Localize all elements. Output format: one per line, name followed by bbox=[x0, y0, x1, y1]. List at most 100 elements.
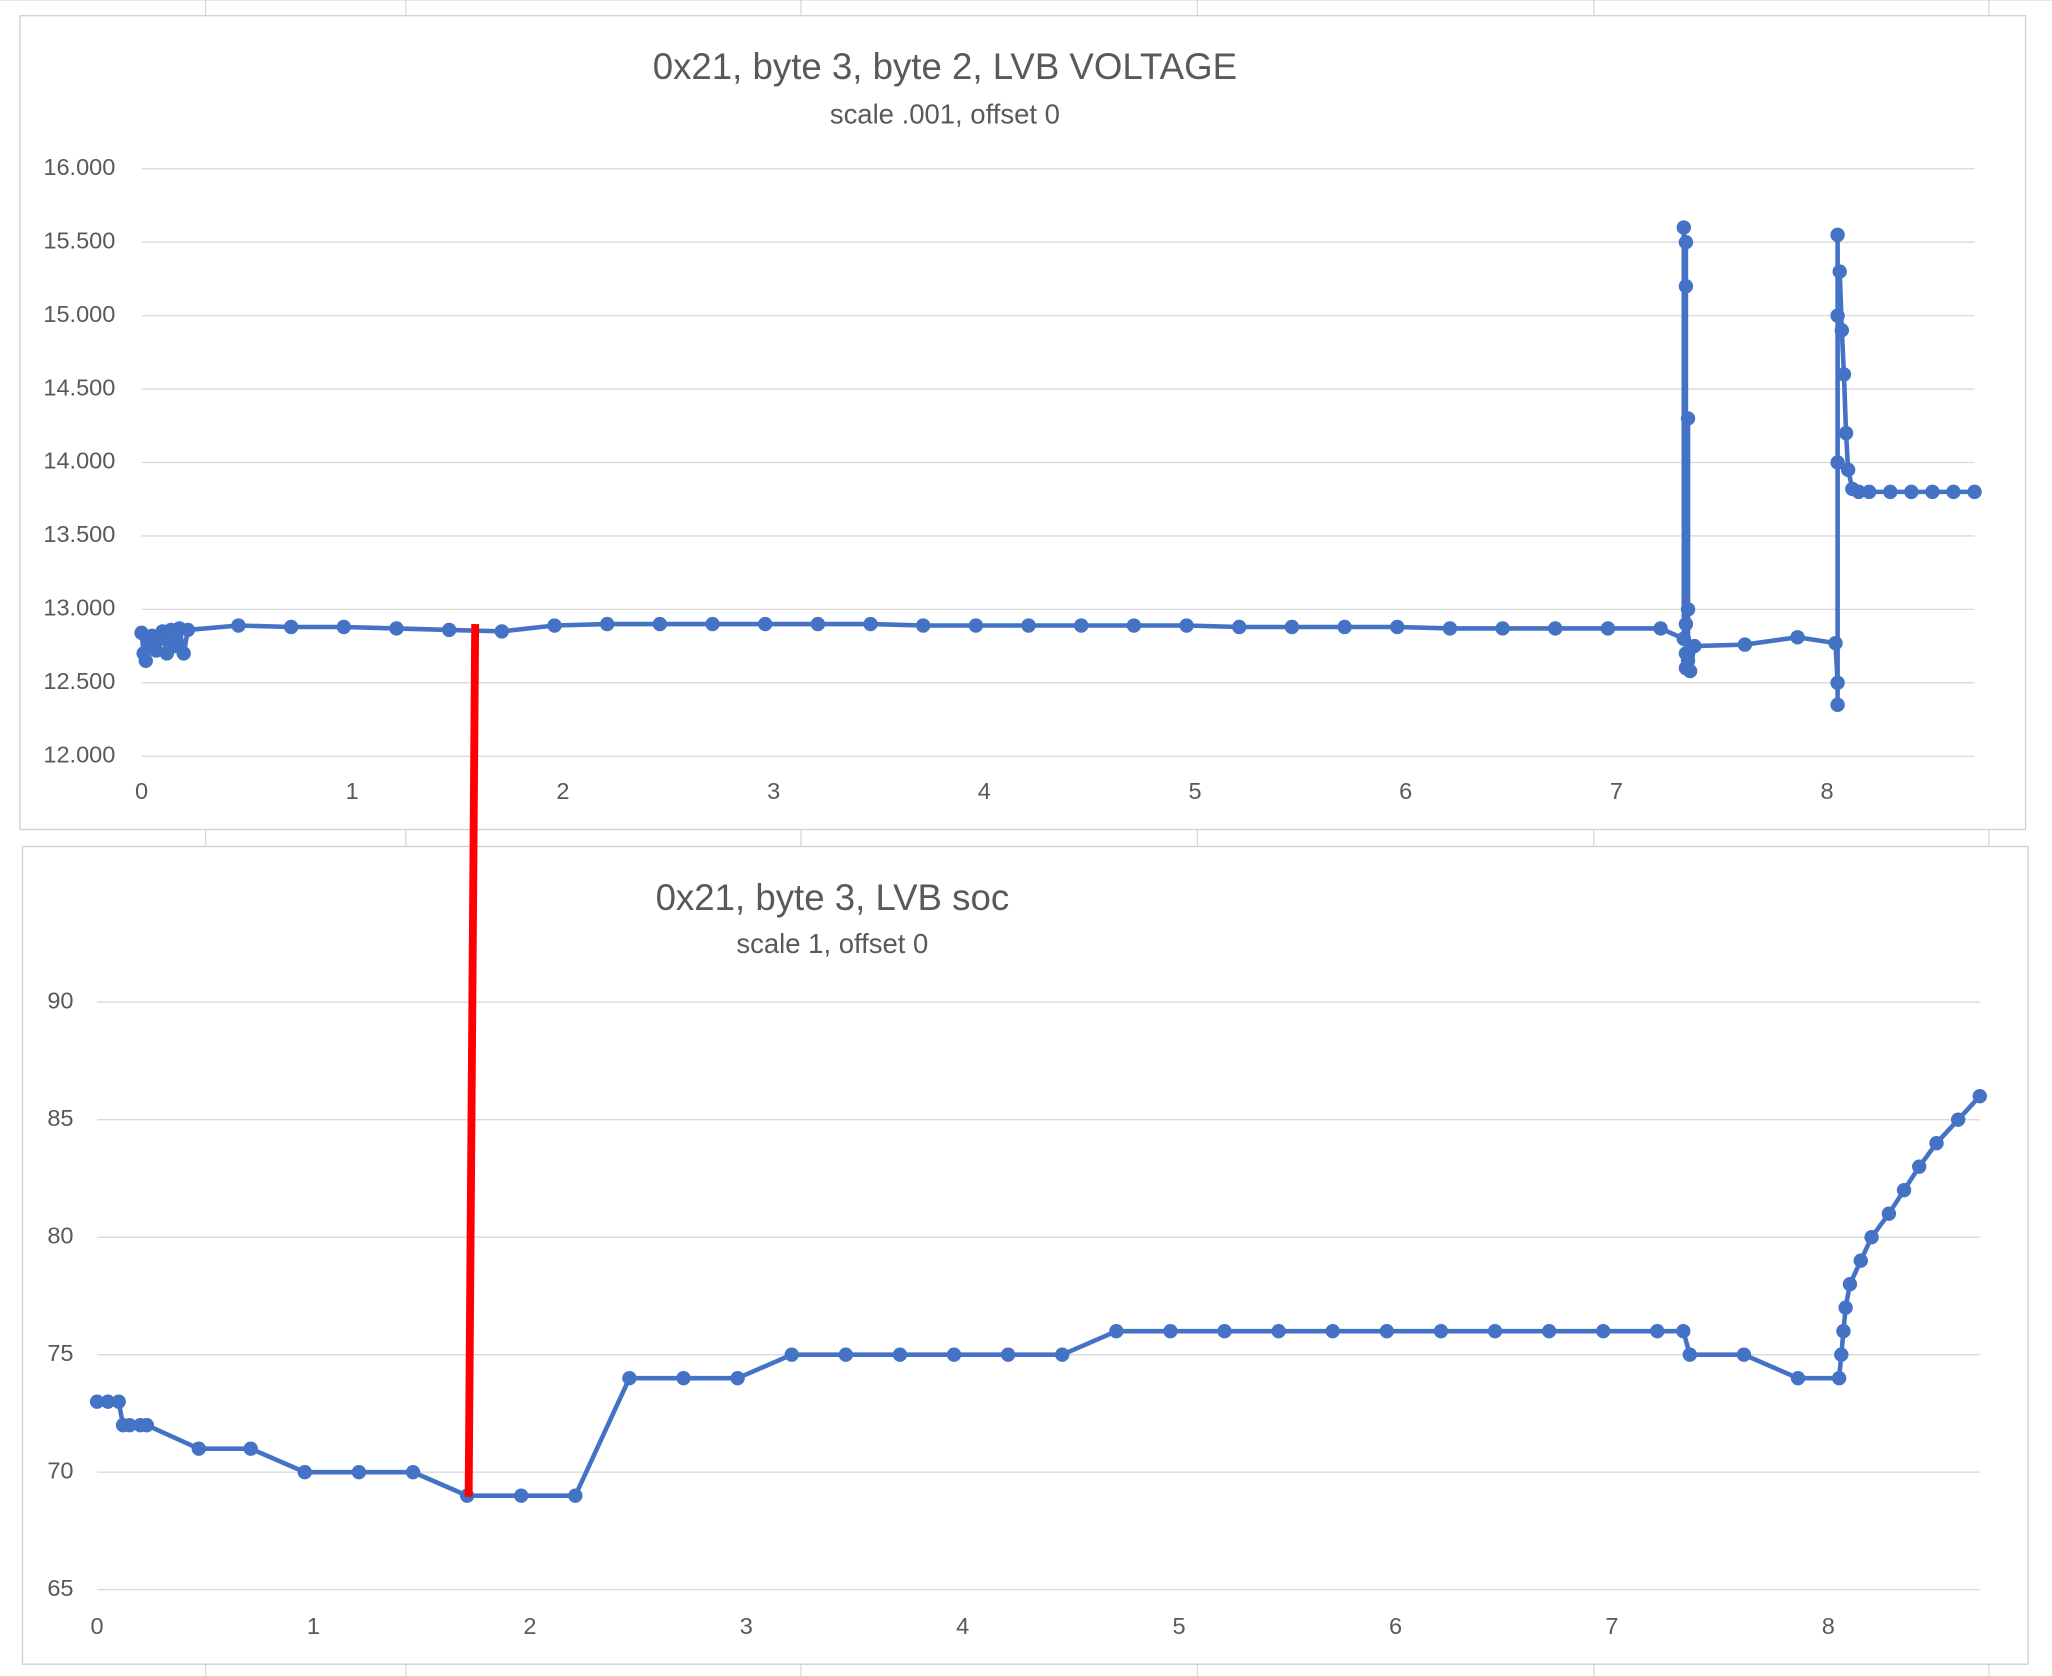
data-point bbox=[1676, 631, 1691, 646]
x-tick-label: 1 bbox=[307, 1613, 320, 1639]
x-tick-label: 4 bbox=[978, 778, 991, 804]
data-point bbox=[243, 1441, 258, 1456]
chart-title: 0x21, byte 3, byte 2, LVB VOLTAGE bbox=[653, 46, 1237, 87]
x-tick-label: 3 bbox=[740, 1613, 753, 1639]
data-point bbox=[351, 1464, 367, 1480]
data-point bbox=[1126, 618, 1142, 633]
data-point bbox=[1232, 619, 1247, 635]
data-point bbox=[730, 1370, 745, 1386]
y-tick-label: 75 bbox=[47, 1340, 73, 1366]
y-tick-label: 15.500 bbox=[43, 227, 115, 253]
data-point bbox=[1109, 1323, 1124, 1339]
data-point bbox=[1790, 1370, 1806, 1386]
chart-frame[interactable] bbox=[19, 15, 2027, 831]
data-point bbox=[1830, 675, 1845, 690]
x-tick-label: 8 bbox=[1822, 1613, 1835, 1639]
y-tick-label: 16.000 bbox=[43, 154, 115, 180]
data-point bbox=[1653, 621, 1668, 636]
data-point bbox=[1074, 618, 1089, 633]
data-point bbox=[89, 1394, 105, 1409]
data-point bbox=[1541, 1323, 1557, 1339]
x-tick-label: 2 bbox=[556, 778, 569, 804]
data-point bbox=[1487, 1323, 1503, 1339]
data-point bbox=[1442, 621, 1458, 636]
data-point bbox=[111, 1394, 126, 1409]
y-tick-label: 70 bbox=[47, 1457, 73, 1483]
data-point bbox=[784, 1347, 799, 1362]
data-point bbox=[100, 1394, 116, 1409]
data-point bbox=[1284, 619, 1300, 635]
y-tick-label: 65 bbox=[47, 1575, 73, 1601]
data-point bbox=[568, 1488, 583, 1503]
annotation-line bbox=[464, 624, 480, 1497]
data-point bbox=[1678, 235, 1694, 250]
data-point bbox=[1737, 637, 1753, 652]
data-point bbox=[1842, 1276, 1858, 1292]
data-point bbox=[191, 1441, 206, 1456]
data-point bbox=[622, 1370, 637, 1386]
chart-subtitle: scale 1, offset 0 bbox=[736, 928, 928, 959]
data-point bbox=[494, 624, 510, 639]
x-tick-label: 5 bbox=[1173, 1613, 1186, 1639]
x-tick-label: 3 bbox=[767, 778, 780, 804]
x-tick-label: 6 bbox=[1389, 1613, 1402, 1639]
data-point bbox=[968, 618, 984, 633]
data-point bbox=[1000, 1347, 1016, 1362]
data-point bbox=[676, 1370, 691, 1386]
data-point bbox=[1600, 621, 1616, 636]
chart-frame[interactable] bbox=[21, 845, 2029, 1665]
data-point bbox=[1055, 1347, 1070, 1362]
data-point bbox=[1834, 323, 1850, 338]
data-point bbox=[1836, 1323, 1851, 1339]
y-tick-label: 85 bbox=[47, 1105, 73, 1131]
x-tick-label: 1 bbox=[346, 778, 359, 804]
data-point bbox=[1390, 619, 1405, 635]
data-point bbox=[1862, 484, 1877, 500]
data-point bbox=[1337, 619, 1352, 635]
data-point bbox=[838, 1347, 854, 1362]
data-point bbox=[1828, 635, 1843, 651]
data-point bbox=[599, 616, 615, 632]
data-point bbox=[441, 622, 457, 638]
data-point bbox=[1217, 1323, 1232, 1339]
y-tick-label: 13.500 bbox=[43, 521, 115, 547]
y-tick-label: 12.500 bbox=[43, 668, 115, 694]
data-point bbox=[1838, 425, 1854, 441]
data-point bbox=[892, 1347, 908, 1362]
data-point bbox=[1840, 462, 1856, 478]
data-point bbox=[1790, 630, 1805, 645]
data-point bbox=[1830, 227, 1845, 243]
data-point bbox=[122, 1417, 137, 1433]
y-tick-label: 14.000 bbox=[43, 448, 115, 474]
y-tick-label: 14.500 bbox=[43, 374, 115, 400]
x-tick-label: 0 bbox=[135, 778, 148, 804]
data-point bbox=[1838, 1300, 1853, 1315]
data-point bbox=[946, 1347, 962, 1362]
data-point bbox=[1946, 484, 1961, 500]
data-point bbox=[1680, 411, 1696, 426]
data-point bbox=[1433, 1323, 1449, 1339]
x-tick-label: 7 bbox=[1610, 778, 1623, 804]
data-point bbox=[1883, 484, 1898, 500]
data-point bbox=[1678, 279, 1694, 294]
data-point bbox=[1912, 1159, 1927, 1174]
data-point bbox=[1021, 618, 1036, 633]
data-point bbox=[405, 1464, 421, 1480]
data-point bbox=[1650, 1323, 1665, 1339]
data-point bbox=[1950, 1112, 1966, 1127]
data-point bbox=[810, 616, 826, 632]
chart-subtitle: scale .001, offset 0 bbox=[830, 99, 1060, 130]
x-tick-label: 6 bbox=[1399, 778, 1412, 804]
x-tick-label: 4 bbox=[956, 1613, 969, 1639]
y-tick-label: 12.000 bbox=[43, 741, 115, 767]
chart-title: 0x21, byte 3, LVB soc bbox=[656, 877, 1010, 918]
charts: 0x21, byte 3, byte 2, LVB VOLTAGE scale .… bbox=[43, 46, 1987, 1639]
data-point bbox=[1736, 1347, 1752, 1362]
data-point bbox=[1929, 1135, 1944, 1151]
data-point bbox=[1904, 484, 1919, 500]
data-point bbox=[547, 618, 562, 633]
data-point bbox=[389, 621, 404, 636]
data-point bbox=[1831, 1370, 1847, 1386]
data-point bbox=[705, 616, 720, 632]
